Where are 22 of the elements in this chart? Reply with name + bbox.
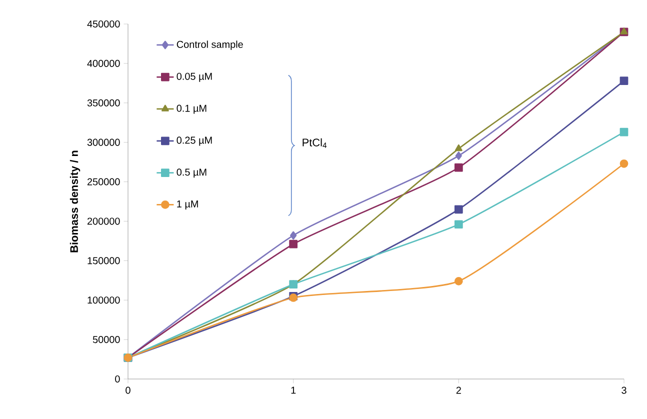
y-tick-label: 0 [115, 375, 120, 383]
y-tick-label: 150000 [88, 257, 120, 264]
x-tick-label: 1 [291, 386, 296, 394]
x-tick-label: 3 [622, 386, 626, 394]
y-tick-label: 300000 [87, 138, 120, 146]
legend-label: 0.1 µM [176, 104, 206, 114]
y-axis-title: Biomass density / n [70, 150, 80, 252]
y-tick-label: 200000 [87, 218, 120, 225]
y-tick-label: 450000 [87, 20, 120, 28]
x-tick-label: 2 [456, 386, 461, 394]
y-tick-label: 250000 [87, 178, 120, 186]
legend-label: 1 µM [177, 200, 198, 210]
legend-label: Control sample [176, 40, 243, 50]
legend-label: 0.05 µM [176, 72, 212, 82]
legend-label: 0.5 µM [176, 168, 206, 178]
annotation: PtCl$_{4}$ [302, 138, 327, 148]
y-tick-label: 50000 [92, 336, 120, 344]
x-tick-label: 0 [126, 386, 130, 394]
legend-label: 0.25 µM [176, 136, 212, 146]
y-tick-label: 400000 [87, 60, 120, 67]
y-tick-label: 100000 [88, 296, 120, 304]
y-tick-label: 350000 [87, 99, 120, 106]
